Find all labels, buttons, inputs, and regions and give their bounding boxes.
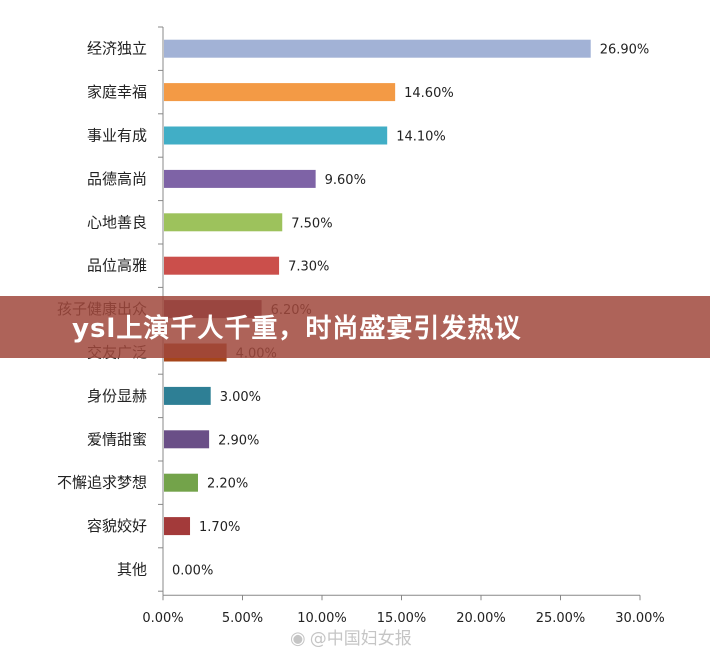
value-label: 7.50%	[291, 216, 332, 231]
headline-text: ysl上演千人千重，时尚盛宴引发热议	[72, 314, 522, 344]
x-tick-label: 20.00%	[456, 611, 506, 626]
category-label: 身份显赫	[87, 387, 147, 405]
watermark: ◉ @中国妇女报	[290, 624, 412, 649]
bar	[164, 473, 198, 492]
category-label: 事业有成	[87, 127, 147, 145]
bar	[164, 213, 283, 232]
bar	[164, 430, 210, 449]
value-label: 14.10%	[396, 130, 446, 145]
value-label: 7.30%	[288, 260, 329, 275]
value-label: 9.60%	[325, 173, 366, 188]
x-tick-label: 10.00%	[297, 611, 347, 626]
headline-banner: ysl上演千人千重，时尚盛宴引发热议	[0, 296, 710, 358]
bars	[164, 39, 591, 536]
value-label: 3.00%	[220, 390, 261, 405]
category-label: 不懈追求梦想	[57, 474, 147, 492]
category-label: 品位高雅	[87, 257, 147, 275]
value-label: 0.00%	[172, 564, 213, 579]
category-label: 爱情甜蜜	[87, 430, 147, 448]
bar	[164, 126, 388, 145]
x-tick-label: 15.00%	[377, 611, 427, 626]
x-tick-label: 0.00%	[142, 611, 183, 626]
x-tick-label: 25.00%	[536, 611, 586, 626]
bar	[164, 169, 316, 188]
category-label: 家庭幸福	[87, 83, 147, 101]
value-label: 1.70%	[199, 520, 240, 535]
bar	[164, 39, 591, 58]
category-label: 经济独立	[87, 40, 147, 58]
value-label: 14.60%	[404, 86, 454, 101]
x-axis	[162, 594, 641, 601]
x-tick-label: 30.00%	[615, 611, 665, 626]
category-label: 心地善良	[87, 213, 147, 231]
watermark-text: @中国妇女报	[309, 629, 412, 649]
weibo-icon: ◉	[290, 628, 306, 649]
category-label: 其他	[117, 561, 147, 579]
category-label: 品德高尚	[87, 170, 147, 188]
x-tick-label: 5.00%	[222, 611, 263, 626]
bar	[164, 83, 396, 102]
category-label: 容貌姣好	[87, 517, 147, 535]
bar	[164, 256, 280, 275]
bar	[164, 386, 211, 405]
value-label: 2.90%	[218, 433, 259, 448]
bar	[164, 517, 191, 536]
value-label: 2.20%	[207, 477, 248, 492]
x-tick-labels: 0.00% 5.00% 10.00% 15.00% 20.00% 25.00% 30.00%	[142, 611, 664, 626]
value-label: 26.90%	[600, 43, 650, 58]
